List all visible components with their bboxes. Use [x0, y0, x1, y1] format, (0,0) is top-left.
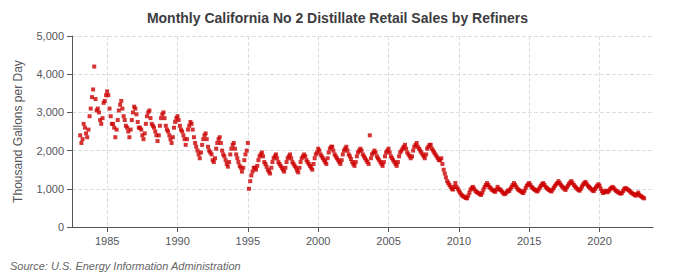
svg-text:1995: 1995	[236, 235, 260, 247]
svg-text:2015: 2015	[517, 235, 541, 247]
svg-text:2000: 2000	[306, 235, 330, 247]
svg-text:Monthly California No 2 Distil: Monthly California No 2 Distillate Retai…	[147, 10, 528, 26]
svg-text:5,000: 5,000	[36, 30, 64, 42]
svg-text:2005: 2005	[376, 235, 400, 247]
svg-text:2020: 2020	[587, 235, 611, 247]
svg-text:2010: 2010	[447, 235, 471, 247]
svg-text:4,000: 4,000	[36, 68, 64, 80]
svg-text:Source: U.S. Energy Informatio: Source: U.S. Energy Information Administ…	[10, 260, 241, 272]
svg-text:1,000: 1,000	[36, 183, 64, 195]
svg-text:1990: 1990	[165, 235, 189, 247]
svg-text:2,000: 2,000	[36, 145, 64, 157]
svg-text:3,000: 3,000	[36, 106, 64, 118]
svg-text:0: 0	[58, 221, 64, 233]
svg-text:1985: 1985	[95, 235, 119, 247]
svg-text:Thousand Gallons per Day: Thousand Gallons per Day	[11, 60, 25, 203]
